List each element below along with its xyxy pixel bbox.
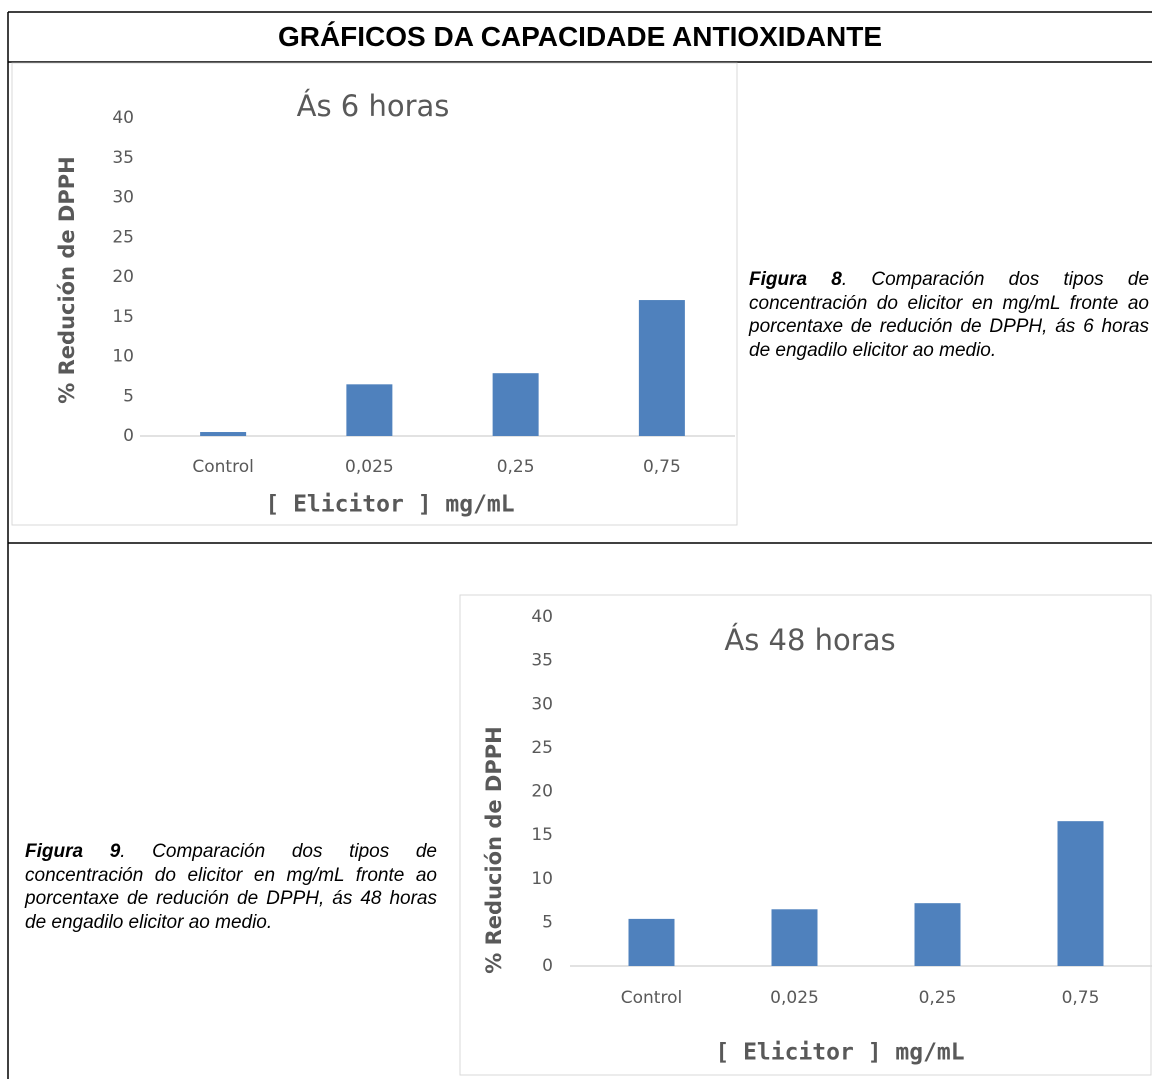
y-tick-label: 10 bbox=[112, 347, 134, 367]
y-tick-label: 35 bbox=[531, 651, 553, 671]
chart-title: Ás 48 horas bbox=[724, 623, 895, 657]
bar bbox=[628, 918, 675, 966]
x-tick-label: 0,75 bbox=[1062, 988, 1100, 1008]
y-tick-label: 40 bbox=[531, 607, 553, 627]
bar bbox=[1057, 821, 1104, 966]
x-axis-title: [ Elicitor ] mg/mL bbox=[715, 1040, 964, 1066]
y-tick-label: 0 bbox=[542, 956, 553, 976]
x-tick-label: 0,25 bbox=[497, 457, 535, 477]
x-tick-label: Control bbox=[192, 457, 253, 477]
y-tick-label: 25 bbox=[531, 738, 553, 758]
caption-label: Figura 9 bbox=[25, 841, 121, 862]
x-tick-label: 0,75 bbox=[643, 457, 681, 477]
x-tick-label: 0,025 bbox=[345, 457, 394, 477]
document-title: GRÁFICOS DA CAPACIDADE ANTIOXIDANTE bbox=[277, 21, 883, 52]
bar bbox=[346, 384, 393, 436]
caption: Figura 9. Comparación dos tipos de conce… bbox=[25, 840, 437, 934]
bar bbox=[492, 373, 539, 436]
y-tick-label: 40 bbox=[112, 108, 134, 128]
bar bbox=[638, 300, 685, 436]
bar bbox=[771, 909, 818, 966]
y-tick-label: 15 bbox=[531, 825, 553, 845]
caption-text: . Comparación dos tipos de concentración… bbox=[749, 269, 1150, 361]
y-tick-label: 15 bbox=[112, 307, 134, 327]
chart-frame bbox=[459, 594, 1152, 1076]
caption-text: . Comparación dos tipos de concentración… bbox=[25, 841, 437, 933]
x-tick-label: 0,25 bbox=[919, 988, 957, 1008]
y-tick-label: 0 bbox=[123, 426, 134, 446]
y-axis-title: % Redución de DPPH bbox=[55, 156, 79, 403]
y-tick-label: 20 bbox=[112, 267, 134, 287]
x-tick-label: 0,025 bbox=[770, 988, 819, 1008]
caption-label: Figura 8 bbox=[749, 269, 842, 290]
chart-frame bbox=[11, 62, 738, 526]
y-tick-label: 10 bbox=[531, 869, 553, 889]
y-tick-label: 5 bbox=[542, 912, 553, 932]
y-tick-label: 35 bbox=[112, 148, 134, 168]
bar bbox=[914, 903, 961, 966]
x-tick-label: Control bbox=[621, 988, 682, 1008]
y-tick-label: 20 bbox=[531, 782, 553, 802]
chart-title: Ás 6 horas bbox=[297, 89, 450, 123]
bar bbox=[200, 432, 247, 436]
y-tick-label: 5 bbox=[123, 386, 134, 406]
y-axis-title: % Redución de DPPH bbox=[482, 726, 506, 973]
caption: Figura 8. Comparación dos tipos de conce… bbox=[749, 268, 1149, 362]
page-borders bbox=[7, 11, 1152, 1079]
y-tick-label: 25 bbox=[112, 227, 134, 247]
x-axis-title: [ Elicitor ] mg/mL bbox=[265, 492, 514, 518]
y-tick-label: 30 bbox=[531, 694, 553, 714]
y-tick-label: 30 bbox=[112, 188, 134, 208]
